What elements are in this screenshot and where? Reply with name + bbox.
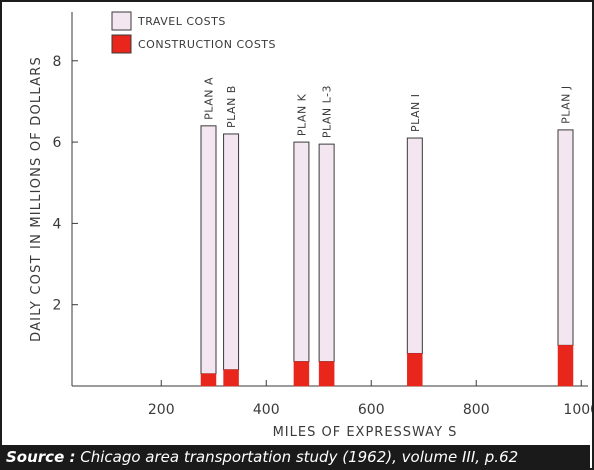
chart-plot: 2 4 6 8 200 400 600 800 1000 MILES OF EXPRESSWAY … bbox=[29, 11, 592, 440]
bar-plan-label: PLAN K bbox=[295, 93, 308, 136]
bar-travel-cost bbox=[200, 125, 217, 375]
bar-construction-cost bbox=[293, 361, 310, 387]
bar-travel-cost bbox=[318, 143, 335, 363]
x-tick-label: 800 bbox=[463, 402, 490, 418]
y-tick-label: 4 bbox=[53, 216, 62, 232]
bar-plan-label: PLAN I bbox=[409, 94, 422, 133]
y-tick-label: 2 bbox=[53, 298, 62, 314]
legend-label-construction: CONSTRUCTION COSTS bbox=[138, 38, 276, 51]
legend-label-travel: TRAVEL COSTS bbox=[137, 15, 226, 28]
y-tick-label: 6 bbox=[53, 135, 62, 151]
x-tick-label: 200 bbox=[148, 402, 175, 418]
bar-plan-label: PLAN J bbox=[560, 85, 573, 124]
y-axis-title: DAILY COST IN MILLIONS OF DOLLARS bbox=[29, 56, 44, 342]
legend-swatch-travel bbox=[111, 11, 132, 31]
source-text: Chicago area transportation study (1962)… bbox=[75, 448, 519, 466]
source-label: Source : bbox=[6, 448, 76, 466]
bar-plan-label: PLAN B bbox=[225, 85, 238, 128]
bar-travel-cost bbox=[223, 133, 240, 371]
bar-plan-label: PLAN A bbox=[203, 77, 216, 120]
x-tick-label: 400 bbox=[253, 402, 280, 418]
y-tick-label: 8 bbox=[53, 54, 62, 70]
legend-swatch-construction bbox=[111, 34, 132, 54]
bar-travel-cost bbox=[557, 129, 574, 346]
bar-construction-cost bbox=[407, 353, 423, 387]
bar-construction-cost bbox=[318, 361, 335, 387]
bar-construction-cost bbox=[557, 345, 574, 387]
x-axis-title: MILES OF EXPRESSWAY S bbox=[273, 425, 458, 440]
source-caption: Source : Chicago area transportation stu… bbox=[0, 445, 590, 470]
bar-travel-cost bbox=[406, 137, 423, 354]
bar-construction-cost bbox=[223, 369, 239, 387]
bar-construction-cost bbox=[200, 373, 217, 387]
bar-plan-label: PLAN L-3 bbox=[321, 85, 334, 138]
x-tick-label: 1000 bbox=[563, 402, 592, 418]
bar-travel-cost bbox=[293, 141, 310, 363]
x-tick-label: 600 bbox=[358, 402, 385, 418]
